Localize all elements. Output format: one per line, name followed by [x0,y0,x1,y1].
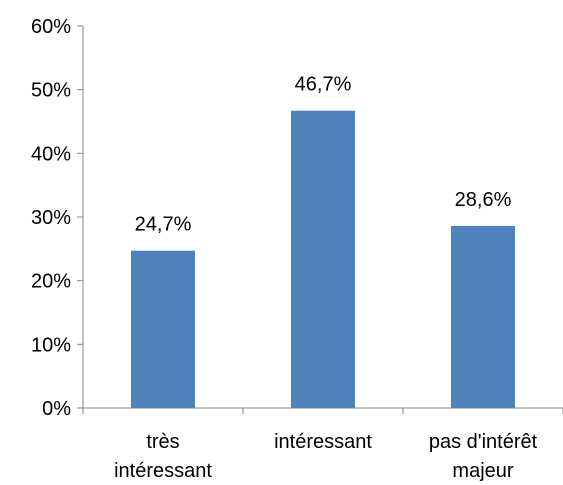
data-label: 46,7% [295,74,352,96]
x-tick-label: intéressant [274,431,372,453]
data-label: 24,7% [135,214,192,236]
category-labels: très intéressant intéressant pas d'intérêt m… [114,431,538,482]
y-tick-label: 30% [31,207,71,229]
bar [451,225,515,408]
y-tick-label: 40% [31,143,71,165]
data-labels: 24,7% 46,7% 28,6% [135,74,512,236]
bar [131,250,195,408]
y-axis: 0% 10% 20% 30% 40% 50% 60% [31,16,84,420]
x-tick-label: pas d'intérêt majeur [429,431,538,482]
x-tick-label-line: intéressant [114,460,212,482]
y-tick-label: 20% [31,271,71,293]
x-tick-label-line: majeur [452,460,513,482]
bars [131,110,515,408]
x-tick-label-line: très [146,431,179,453]
x-tick-label-line: intéressant [274,431,372,453]
y-tick-label: 0% [42,398,71,420]
y-tick-label: 60% [31,16,71,38]
y-tick-label: 50% [31,80,71,102]
data-label: 28,6% [455,189,512,211]
x-tick-label-line: pas d'intérêt [429,431,538,453]
x-axis [82,407,563,414]
bar [291,110,355,408]
x-tick-label: très intéressant [114,431,212,482]
y-tick-label: 10% [31,334,71,356]
